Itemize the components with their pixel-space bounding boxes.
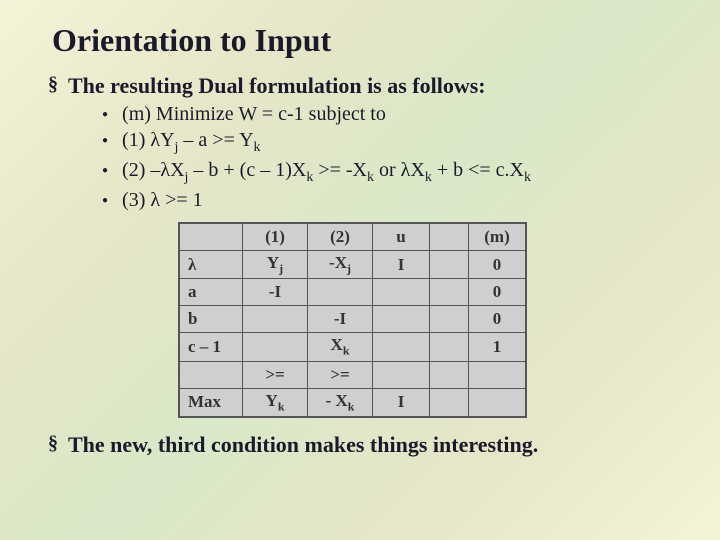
section-mark-icon: § <box>48 432 58 455</box>
sub-bullet-text: (2) –λXj – b + (c – 1)Xk >= -Xk or λXk +… <box>122 159 531 186</box>
table-cell: c – 1 <box>179 333 243 361</box>
sub-bullet-m: ● (m) Minimize W = c-1 subject to <box>102 103 672 126</box>
table-row: λYj-XjI 0 <box>179 251 526 279</box>
table-cell: 0 <box>469 279 527 306</box>
table-cell: Xk <box>308 333 373 361</box>
constraints-table: (1)(2)u(m)λYj-XjI0a-I0b-I0c – 1Xk1>=>=Ma… <box>178 222 527 418</box>
table-cell: >= <box>308 361 373 388</box>
table-cell: Max <box>179 388 243 417</box>
table-cell: (2) <box>308 223 373 251</box>
table-row: MaxYk- XkI <box>179 388 526 417</box>
table-cell: (m) <box>469 223 527 251</box>
table-cell <box>430 251 469 279</box>
table-cell: I <box>373 388 430 417</box>
table-cell: 1 <box>469 333 527 361</box>
bullet-dot-icon: ● <box>102 195 108 206</box>
sub-bullet-text: (1) λYj – a >= Yk <box>122 129 261 156</box>
table-cell <box>373 333 430 361</box>
bullet-dot-icon: ● <box>102 135 108 146</box>
table-cell <box>469 388 527 417</box>
table-cell: (1) <box>243 223 308 251</box>
constraints-table-wrap: (1)(2)u(m)λYj-XjI0a-I0b-I0c – 1Xk1>=>=Ma… <box>178 222 672 418</box>
table-cell <box>308 279 373 306</box>
table-cell <box>430 223 469 251</box>
table-cell: b <box>179 306 243 333</box>
closing-bullet: § The new, third condition makes things … <box>48 432 672 458</box>
sub-bullet-1: ● (1) λYj – a >= Yk <box>102 129 672 156</box>
section-mark-icon: § <box>48 73 58 96</box>
table-cell <box>179 361 243 388</box>
table-cell: 0 <box>469 306 527 333</box>
table-row: a-I 0 <box>179 279 526 306</box>
closing-text: The new, third condition makes things in… <box>68 432 538 458</box>
sub-bullet-list: ● (m) Minimize W = c-1 subject to ● (1) … <box>102 103 672 212</box>
table-cell: -Xj <box>308 251 373 279</box>
table-cell <box>430 306 469 333</box>
bullet-dot-icon: ● <box>102 165 108 176</box>
table-cell <box>373 306 430 333</box>
table-cell: I <box>373 251 430 279</box>
table-cell <box>373 279 430 306</box>
table-cell: u <box>373 223 430 251</box>
table-row: (1)(2)u (m) <box>179 223 526 251</box>
table-cell <box>430 361 469 388</box>
table-row: b -I 0 <box>179 306 526 333</box>
table-cell: λ <box>179 251 243 279</box>
slide-title: Orientation to Input <box>52 22 672 59</box>
sub-bullet-2: ● (2) –λXj – b + (c – 1)Xk >= -Xk or λXk… <box>102 159 672 186</box>
intro-bullet: § The resulting Dual formulation is as f… <box>48 73 672 99</box>
intro-text: The resulting Dual formulation is as fol… <box>68 73 486 99</box>
sub-bullet-text: (3) λ >= 1 <box>122 189 203 212</box>
sub-bullet-text: (m) Minimize W = c-1 subject to <box>122 103 386 126</box>
table-cell: - Xk <box>308 388 373 417</box>
table-cell <box>373 361 430 388</box>
table-cell: >= <box>243 361 308 388</box>
table-cell <box>430 388 469 417</box>
table-cell: a <box>179 279 243 306</box>
table-cell <box>243 333 308 361</box>
table-cell: -I <box>243 279 308 306</box>
bullet-dot-icon: ● <box>102 109 108 120</box>
table-cell: 0 <box>469 251 527 279</box>
table-row: >=>= <box>179 361 526 388</box>
sub-bullet-3: ● (3) λ >= 1 <box>102 189 672 212</box>
table-row: c – 1 Xk 1 <box>179 333 526 361</box>
table-cell <box>469 361 527 388</box>
table-cell: Yj <box>243 251 308 279</box>
table-cell <box>430 279 469 306</box>
table-cell <box>179 223 243 251</box>
table-cell: -I <box>308 306 373 333</box>
table-cell <box>430 333 469 361</box>
table-cell: Yk <box>243 388 308 417</box>
table-cell <box>243 306 308 333</box>
